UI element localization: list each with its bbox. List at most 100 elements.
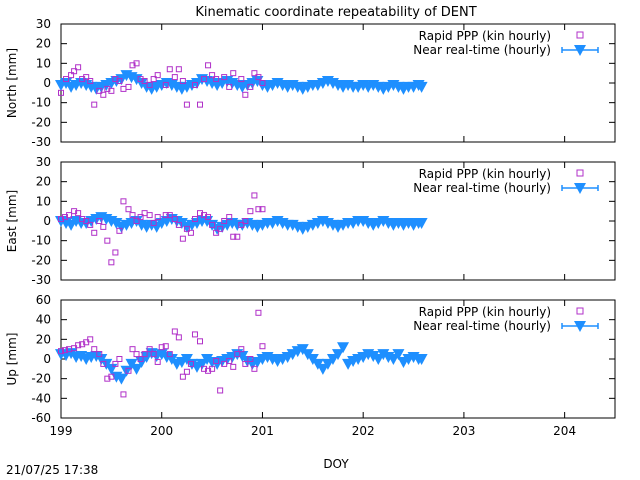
data-point-nrt [337,342,350,354]
legend-label: Rapid PPP (kin hourly) [419,167,551,181]
data-point-ppp [259,80,266,86]
data-point-ppp [91,229,98,236]
y-tick-label: 0 [43,76,51,90]
y-axis-label: Up [mm] [5,333,19,386]
data-point-ppp [171,74,178,81]
data-point-nrt [377,349,390,361]
data-point-nrt [130,363,143,375]
legend-label: Rapid PPP (kin hourly) [419,305,551,319]
data-point-ppp [166,212,173,219]
data-point-ppp [83,74,90,81]
data-point-ppp [58,216,64,223]
data-point-ppp [154,358,161,365]
data-point-ppp [146,346,153,353]
data-point-ppp [175,221,182,228]
data-point-ppp [146,81,153,88]
x-tick-label: 204 [553,424,576,438]
data-point-ppp [154,72,161,79]
data-point-ppp [205,62,212,69]
panel-1: 30 20 10 0 -10 -20 -30 North [mm] Rapid PPP (kin… [5,17,616,149]
x-axis-label: DOY [323,457,349,471]
data-point-nrt [201,354,214,365]
data-point-ppp [213,357,220,364]
data-point-ppp [166,66,173,73]
data-point-nrt [387,354,400,365]
data-point-ppp [247,208,254,215]
series-near-real-time [55,342,428,385]
data-point-ppp [62,214,69,221]
data-point-ppp [116,227,123,234]
data-point-ppp [87,336,94,343]
y-tick-label: 10 [36,194,51,208]
data-point-ppp [197,338,204,345]
y-tick-label: 60 [36,293,51,307]
series-near-real-time [55,70,428,95]
data-point-ppp [79,216,86,223]
data-point-ppp [66,212,73,219]
data-point-ppp [251,192,258,199]
data-point-ppp [226,357,233,364]
data-point-ppp [221,74,228,81]
data-point-ppp [183,225,190,232]
y-tick-label: 0 [43,214,51,228]
x-tick-label: 203 [452,424,475,438]
data-point-ppp [179,235,186,242]
data-point-ppp [58,348,64,355]
data-point-ppp [201,365,208,372]
data-point-ppp [175,66,182,73]
data-point-ppp [205,367,212,374]
data-point-ppp [226,83,233,90]
data-point-ppp [125,206,132,213]
data-point-ppp [87,78,94,85]
data-point-ppp [125,83,132,90]
data-point-ppp [137,214,144,221]
data-point-ppp [71,68,78,75]
data-point-ppp [179,373,186,380]
data-point-nrt [135,356,148,368]
data-point-nrt [321,358,334,370]
data-point-ppp [100,223,107,230]
data-point-ppp [162,81,169,88]
data-point-ppp [234,351,241,358]
legend-marker-ppp [576,169,584,177]
data-point-ppp [133,218,140,224]
y-tick-label: 40 [36,313,51,327]
data-point-ppp [100,360,107,367]
data-point-ppp [234,233,241,240]
data-point-nrt [367,351,380,363]
panel-2: 30 20 10 0 -10 -20 -30 East [mm] Rapid PPP (kin … [5,155,616,287]
chart-title: Kinematic coordinate repeatability of DE… [195,5,476,20]
data-point-ppp [91,101,98,108]
data-point-ppp [120,85,127,92]
data-point-ppp [162,212,169,219]
y-tick-label: -40 [31,391,51,405]
data-point-ppp [112,360,119,367]
x-tick-label: 199 [50,424,73,438]
legend-marker-nrt [574,321,586,332]
data-point-ppp [238,76,245,83]
data-point-ppp [83,218,90,224]
data-point-ppp [133,60,140,67]
data-point-ppp [255,206,262,213]
data-point-ppp [137,76,144,83]
data-point-ppp [96,351,103,358]
data-point-ppp [259,343,266,350]
data-point-ppp [100,91,107,98]
data-point-ppp [146,212,153,219]
data-point-ppp [137,356,144,362]
data-point-ppp [162,343,169,350]
data-point-ppp [87,221,94,228]
data-point-nrt [115,373,128,385]
data-point-ppp [183,368,190,375]
y-tick-label: -30 [31,273,51,287]
y-tick-label: -30 [31,135,51,149]
data-point-ppp [201,212,208,219]
data-point-ppp [108,87,115,94]
data-point-ppp [255,74,262,81]
data-point-ppp [154,214,161,221]
y-tick-label: 20 [36,37,51,51]
data-point-ppp [71,208,78,215]
data-point-ppp [209,72,216,79]
